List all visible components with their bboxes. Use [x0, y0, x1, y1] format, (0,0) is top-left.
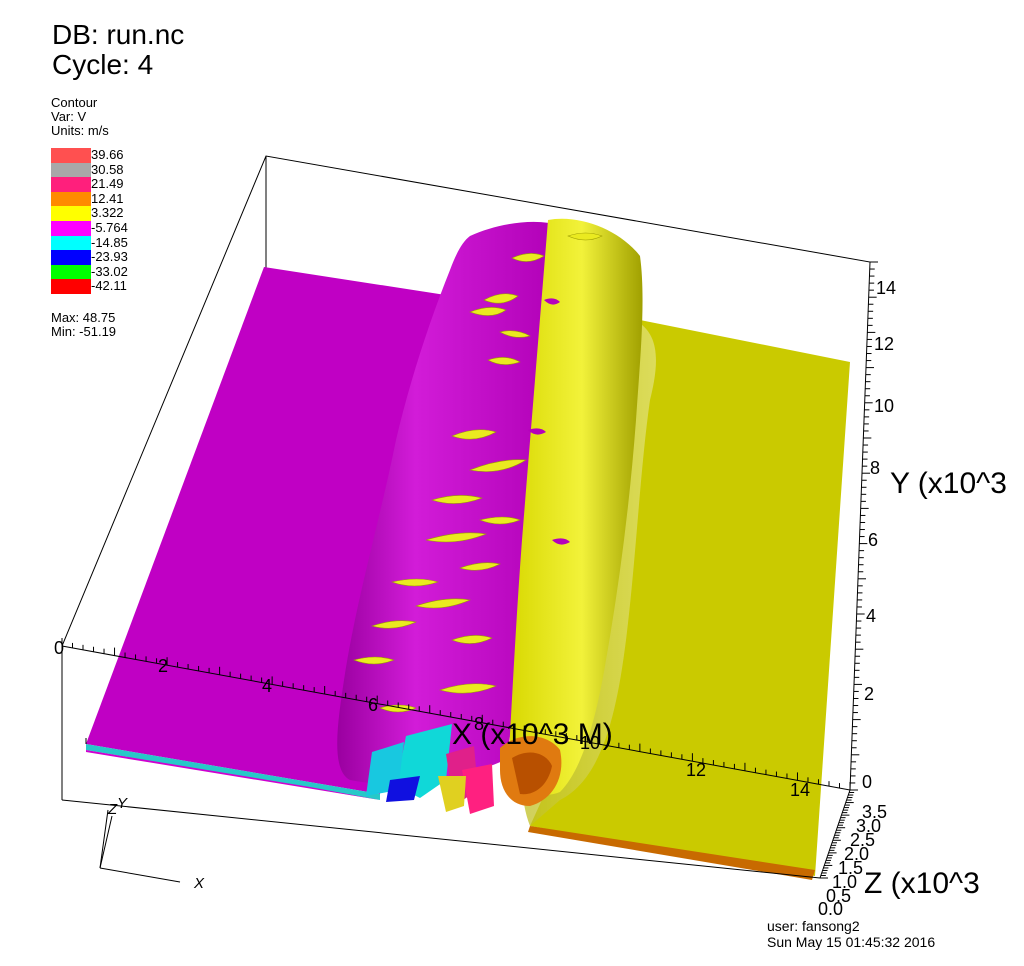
y-tick-label: 12	[874, 334, 894, 354]
y-tick-label: 6	[868, 530, 878, 550]
x-axis	[61, 638, 851, 790]
legend-plot-type: Contour	[51, 95, 98, 110]
y-tick-label: 14	[876, 278, 896, 298]
y-tick-label: 4	[866, 606, 876, 626]
legend-level-label: -23.93	[91, 249, 128, 265]
y-tick-label: 10	[874, 396, 894, 416]
z-axis-title: Z (x10^3	[864, 867, 980, 900]
x-tick-label: 14	[790, 780, 810, 800]
legend-level: 21.49	[51, 177, 181, 192]
x-tick-label: 8	[474, 714, 484, 734]
x-tick-label: 12	[686, 760, 706, 780]
z-axis	[820, 789, 858, 879]
legend-min: Min: -51.19	[51, 324, 117, 339]
legend-level-label: -14.85	[91, 234, 128, 250]
legend-swatch	[51, 148, 91, 163]
z-tick-label: 0.0	[818, 899, 843, 919]
z-tick-label: 1.5	[838, 858, 863, 878]
legend-swatch	[51, 264, 91, 280]
x-axis-title: X (x10^3 M)	[452, 718, 613, 751]
legend-var: Var: V	[51, 109, 87, 124]
legend-level: -33.02	[51, 263, 181, 280]
legend-swatch	[51, 206, 91, 221]
x-tick-label: 4	[262, 676, 272, 696]
legend-level: -42.11	[51, 279, 181, 294]
y-tick-label: 2	[864, 684, 874, 704]
user-name: user: fansong2	[767, 918, 860, 934]
legend-swatch	[51, 177, 91, 192]
x-tick-label: 2	[158, 656, 168, 676]
legend-level-label: 39.66	[91, 147, 124, 162]
y-tick-label: 8	[870, 458, 880, 478]
legend-level-label: -33.02	[91, 263, 128, 279]
legend-level-label: 3.322	[91, 205, 124, 221]
y-axis-title: Y (x10^3	[890, 467, 1007, 500]
legend-level: 12.41	[51, 190, 181, 207]
user-info: user: fansong2 Sun May 15 01:45:32 2016	[767, 918, 935, 950]
legend-level: -23.93	[51, 250, 181, 265]
legend-swatch	[51, 162, 91, 178]
legend-level-label: -42.11	[91, 278, 127, 294]
x-tick-label: 10	[580, 733, 600, 753]
y-axis	[850, 261, 878, 791]
magenta-ground-edge	[86, 744, 380, 800]
z-tick-label: 3.0	[856, 816, 881, 836]
turbulence-streaks	[353, 232, 603, 713]
legend-level: -14.85	[51, 234, 181, 251]
z-tick-label: 0.5	[826, 886, 851, 906]
legend-swatch	[51, 279, 91, 294]
legend-swatch	[51, 191, 91, 207]
legend-max: Max: 48.75	[51, 310, 116, 325]
timestamp: Sun May 15 01:45:32 2016	[767, 934, 936, 950]
yellow-ground-surface	[530, 320, 850, 876]
triad-x-label: X	[193, 875, 205, 892]
legend-swatch	[51, 220, 91, 236]
database-title: DB: run.nc	[52, 19, 185, 50]
y-tick-label: 0	[862, 772, 872, 792]
z-tick-label: 2.5	[850, 830, 875, 850]
x-tick-label: 0	[54, 638, 64, 658]
yellow-isosurface	[508, 218, 643, 795]
legend-level-label: -5.764	[91, 219, 128, 235]
x-tick-label: 6	[368, 695, 378, 715]
cycle-label: Cycle: 4	[52, 49, 154, 80]
legend-minmax: Max: 48.75 Min: -51.19	[51, 311, 116, 339]
lower-isosurface-fragments	[366, 724, 562, 814]
legend-units: Units: m/s	[51, 123, 109, 138]
legend-level: 39.66	[51, 148, 181, 163]
legend-level: -5.764	[51, 219, 181, 236]
legend-level-label: 21.49	[91, 176, 124, 192]
legend-level: 30.58	[51, 161, 181, 178]
legend-level-label: 30.58	[91, 161, 124, 177]
yellow-ground-edge	[528, 826, 815, 880]
z-tick-label: 1.0	[832, 872, 857, 892]
contour-legend[interactable]: 39.66 30.58 21.49 12.41 3.322 -5.764 -14.85 -23…	[51, 148, 181, 294]
legend-level: 3.322	[51, 206, 181, 221]
legend-swatch	[51, 235, 91, 251]
triad-y-label: Y	[117, 795, 128, 812]
legend-swatch	[51, 250, 91, 265]
legend-header: Contour Var: V Units: m/s	[51, 96, 109, 138]
triad-z-label: Z	[107, 801, 118, 818]
legend-level-label: 12.41	[91, 190, 124, 206]
z-tick-label: 2.0	[844, 844, 869, 864]
z-tick-label: 3.5	[862, 802, 887, 822]
orientation-triad: X Y Z	[99, 795, 205, 892]
